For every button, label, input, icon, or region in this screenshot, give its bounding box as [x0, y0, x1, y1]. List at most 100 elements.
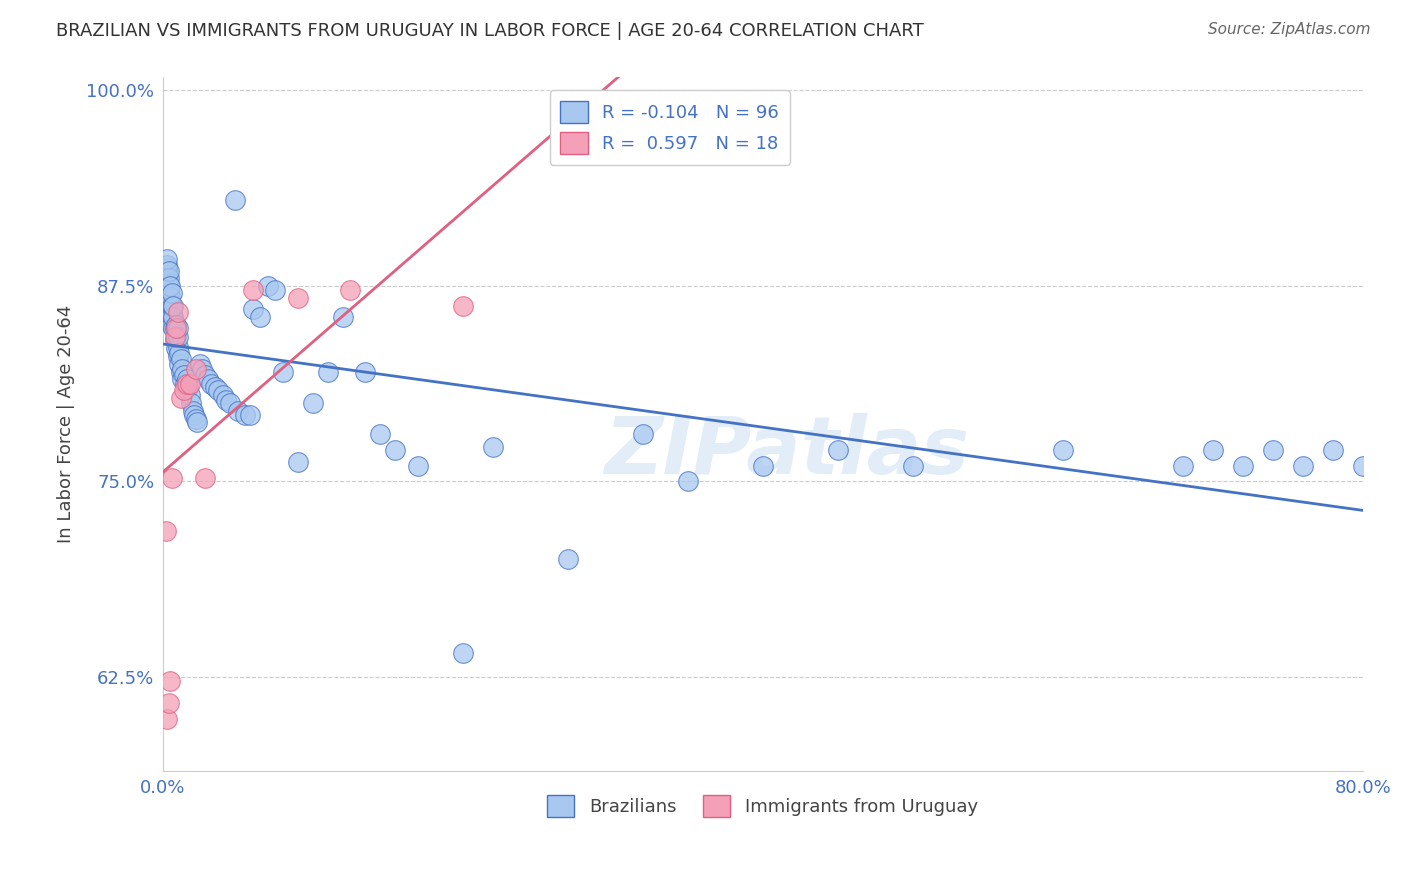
Point — [157, 278, 180, 293]
Point — [1291, 458, 1313, 473]
Point — [197, 372, 219, 386]
Point — [169, 352, 191, 367]
Point — [631, 427, 654, 442]
Point — [156, 252, 179, 266]
Point — [156, 264, 179, 278]
Point — [162, 321, 184, 335]
Point — [332, 310, 354, 324]
Point — [163, 334, 186, 348]
Point — [224, 193, 246, 207]
Point — [354, 365, 377, 379]
Point — [156, 258, 179, 272]
Point — [301, 396, 323, 410]
Point — [183, 409, 205, 423]
Point — [160, 318, 183, 332]
Point — [901, 458, 924, 473]
Point — [181, 403, 204, 417]
Point — [1052, 442, 1074, 457]
Point — [167, 346, 190, 360]
Point — [557, 552, 579, 566]
Point — [160, 299, 183, 313]
Point — [166, 321, 188, 335]
Point — [165, 341, 187, 355]
Point — [406, 458, 429, 473]
Point — [156, 294, 179, 309]
Point — [166, 340, 188, 354]
Point — [204, 380, 226, 394]
Point — [159, 299, 181, 313]
Point — [256, 278, 278, 293]
Point — [165, 321, 187, 335]
Text: BRAZILIAN VS IMMIGRANTS FROM URUGUAY IN LABOR FORCE | AGE 20-64 CORRELATION CHAR: BRAZILIAN VS IMMIGRANTS FROM URUGUAY IN … — [56, 22, 924, 40]
Point — [173, 368, 195, 382]
Point — [177, 380, 200, 394]
Point — [166, 330, 188, 344]
Point — [751, 458, 773, 473]
Point — [287, 291, 309, 305]
Point — [159, 310, 181, 324]
Point — [242, 301, 264, 316]
Point — [162, 299, 184, 313]
Point — [451, 646, 474, 660]
Point — [157, 294, 180, 309]
Point — [1171, 458, 1194, 473]
Point — [287, 455, 309, 469]
Point — [160, 471, 183, 485]
Point — [159, 674, 181, 689]
Point — [827, 442, 849, 457]
Point — [186, 415, 208, 429]
Point — [160, 308, 183, 322]
Point — [184, 411, 207, 425]
Point — [451, 299, 474, 313]
Point — [190, 361, 212, 376]
Y-axis label: In Labor Force | Age 20-64: In Labor Force | Age 20-64 — [58, 305, 75, 543]
Point — [162, 310, 184, 324]
Point — [226, 403, 249, 417]
Point — [271, 365, 294, 379]
Point — [1232, 458, 1254, 473]
Point — [316, 365, 339, 379]
Text: ZIPatlas: ZIPatlas — [605, 413, 969, 491]
Point — [176, 372, 198, 386]
Point — [163, 321, 186, 335]
Point — [481, 440, 503, 454]
Point — [169, 365, 191, 379]
Point — [169, 391, 191, 405]
Point — [200, 377, 222, 392]
Point — [165, 330, 187, 344]
Point — [676, 474, 699, 488]
Point — [157, 286, 180, 301]
Point — [156, 712, 179, 726]
Point — [194, 471, 217, 485]
Point — [163, 330, 186, 344]
Point — [368, 427, 391, 442]
Text: Source: ZipAtlas.com: Source: ZipAtlas.com — [1208, 22, 1371, 37]
Point — [159, 278, 181, 293]
Point — [233, 409, 256, 423]
Point — [155, 524, 177, 539]
Point — [159, 289, 181, 303]
Point — [176, 377, 198, 392]
Point — [1201, 442, 1223, 457]
Point — [166, 349, 188, 363]
Point — [1322, 442, 1344, 457]
Point — [219, 396, 242, 410]
Point — [184, 361, 207, 376]
Point — [156, 286, 179, 301]
Point — [239, 409, 262, 423]
Point — [166, 305, 188, 319]
Point — [165, 318, 187, 332]
Point — [157, 301, 180, 316]
Point — [339, 283, 361, 297]
Point — [179, 377, 201, 392]
Point — [156, 261, 179, 276]
Point — [242, 283, 264, 297]
Point — [194, 368, 217, 382]
Point — [156, 278, 179, 293]
Point — [180, 396, 202, 410]
Point — [157, 264, 180, 278]
Point — [173, 384, 195, 398]
Legend: Brazilians, Immigrants from Uruguay: Brazilians, Immigrants from Uruguay — [540, 788, 986, 824]
Point — [160, 286, 183, 301]
Point — [188, 357, 211, 371]
